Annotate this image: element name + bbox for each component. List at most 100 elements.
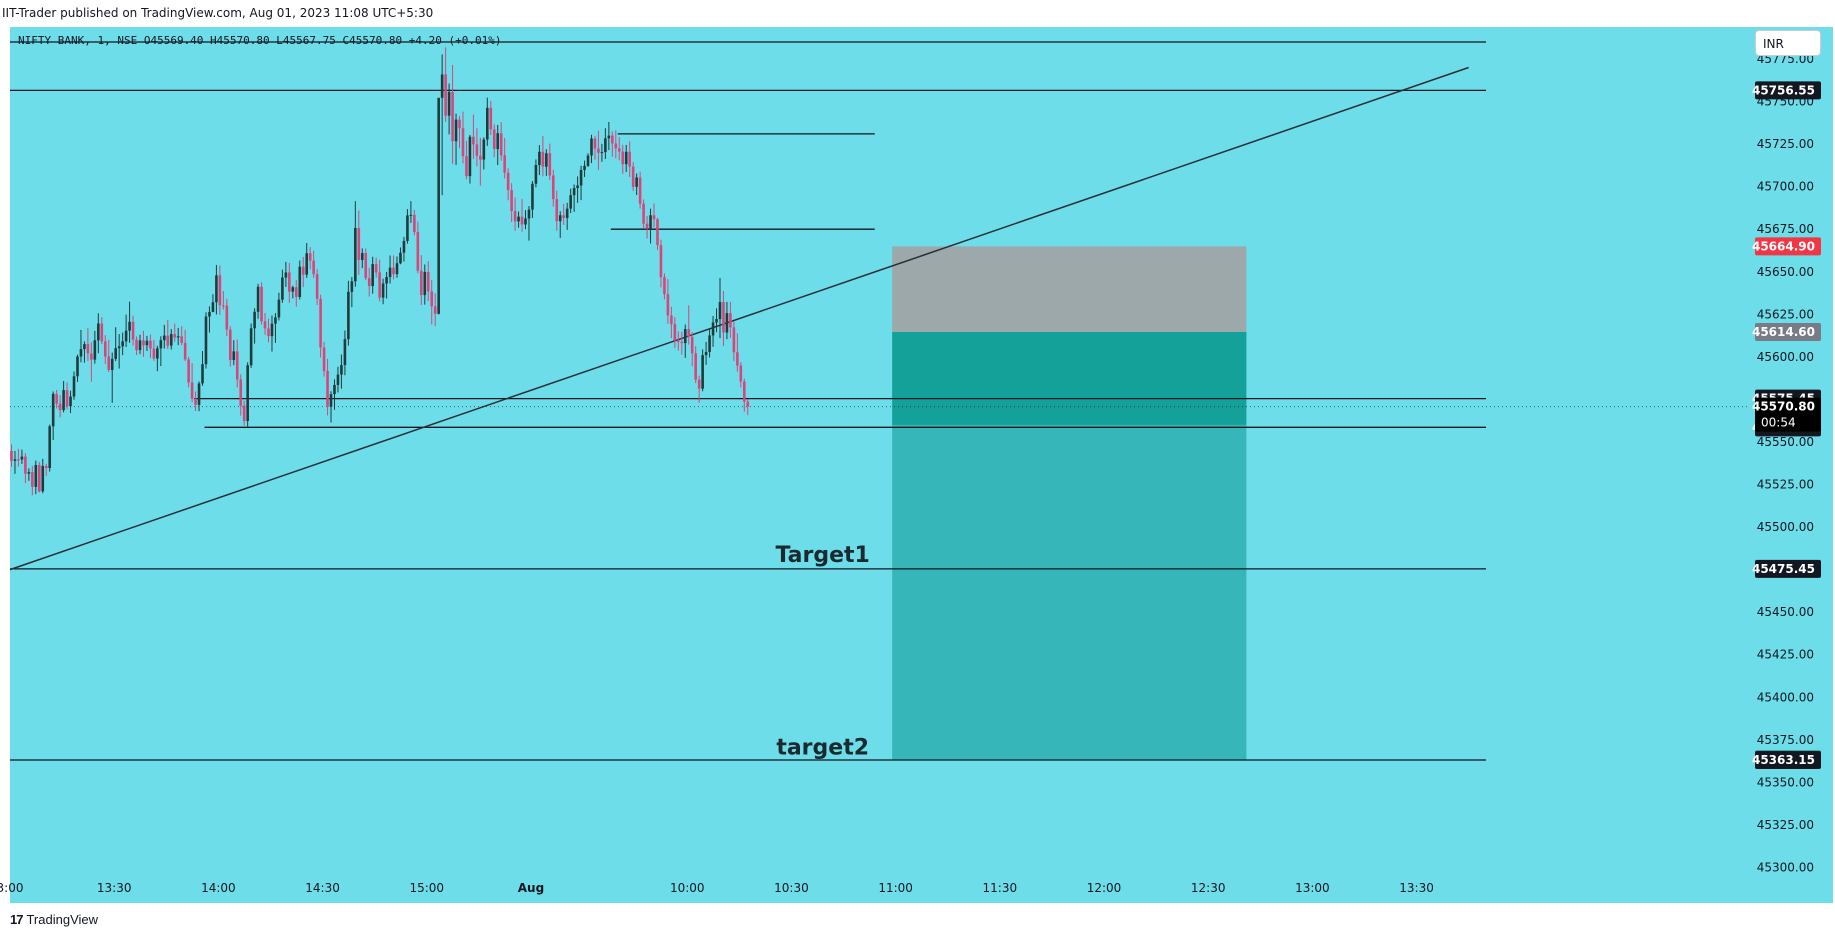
candle	[652, 203, 656, 228]
candle-body	[159, 340, 163, 349]
candle-body	[239, 379, 243, 406]
candle-body	[385, 277, 388, 284]
candle	[51, 391, 55, 441]
y-tick-label: 45675.00	[1757, 222, 1814, 236]
candle	[548, 143, 552, 181]
candle-body	[597, 148, 600, 153]
candle-body	[416, 232, 420, 271]
candle	[242, 400, 246, 426]
candle-body	[13, 459, 17, 461]
candle	[666, 279, 670, 324]
candle	[131, 315, 135, 346]
candle-body	[433, 306, 437, 314]
candle-body	[624, 151, 628, 165]
candle-body	[260, 286, 263, 322]
x-tick-label: 3:00	[0, 881, 23, 895]
candle	[708, 328, 711, 358]
candle-body	[670, 315, 673, 325]
candle-body	[305, 253, 309, 275]
candle-body	[176, 336, 180, 338]
candle	[729, 301, 732, 338]
candle-body	[114, 348, 117, 359]
candle	[433, 293, 437, 327]
candle	[440, 54, 444, 196]
candle-body	[739, 365, 743, 382]
x-tick-label: 10:30	[774, 881, 809, 895]
candle-body	[392, 267, 395, 275]
candle-body	[708, 335, 711, 352]
candle	[124, 314, 128, 347]
candle-body	[607, 135, 611, 139]
candle-body	[406, 215, 409, 241]
candle	[593, 136, 597, 160]
candle	[558, 211, 562, 238]
candle-body	[517, 216, 520, 222]
candle	[117, 334, 121, 369]
chart-svg[interactable]: Target1target245775.0045750.0045725.0045…	[0, 0, 1835, 903]
candle	[277, 292, 281, 321]
candle	[294, 280, 298, 307]
candle-body	[631, 166, 635, 187]
candle-body	[364, 253, 368, 279]
candle-body	[10, 450, 13, 461]
candle	[472, 114, 475, 159]
candle	[291, 285, 295, 299]
x-tick-label: 14:30	[305, 881, 340, 895]
candle-body	[666, 294, 670, 316]
candle	[267, 318, 270, 343]
currency-button[interactable]: INR	[1755, 30, 1821, 56]
candle	[492, 124, 496, 158]
candle	[17, 448, 20, 467]
candle-body	[558, 215, 562, 222]
stop-loss-zone	[892, 246, 1247, 333]
candle	[44, 463, 48, 477]
candle	[232, 340, 236, 366]
candle-body	[48, 426, 52, 469]
candle-body	[225, 305, 229, 330]
candle-body	[722, 302, 725, 333]
y-tick-label: 45700.00	[1757, 180, 1814, 194]
candle	[166, 319, 170, 350]
candle	[628, 141, 631, 177]
candle	[308, 247, 312, 270]
candle-body	[718, 302, 722, 320]
candle	[371, 256, 374, 294]
candle	[374, 257, 378, 278]
candle-body	[621, 151, 625, 165]
candle	[83, 341, 86, 363]
candle-body	[326, 370, 329, 407]
candle	[489, 101, 493, 136]
candle-body	[187, 359, 190, 383]
candle	[110, 352, 114, 403]
price-label-text: 45363.15	[1752, 753, 1815, 767]
candle-body	[701, 355, 704, 389]
candle-body	[83, 344, 86, 350]
tradingview-logo-text: TradingView	[26, 912, 99, 927]
candle	[340, 354, 343, 389]
candle-body	[694, 353, 697, 380]
candle	[642, 199, 645, 229]
candle	[607, 121, 611, 151]
candle	[284, 261, 288, 287]
candle	[281, 269, 284, 303]
candle-body	[461, 128, 465, 157]
candle	[426, 261, 430, 302]
candle	[739, 361, 743, 388]
candle	[569, 188, 572, 214]
candle	[27, 468, 31, 481]
candle-body	[388, 267, 392, 278]
tradingview-logo[interactable]: 17 TradingView	[10, 912, 98, 927]
candle	[506, 168, 510, 201]
candle	[631, 161, 635, 191]
candle	[673, 317, 677, 349]
candle-body	[298, 266, 302, 297]
symbol-legend: NIFTY BANK, 1, NSE O45569.40 H45570.80 L…	[18, 34, 502, 47]
candle-body	[270, 323, 274, 337]
current-price-bg	[1755, 397, 1821, 432]
candle	[395, 256, 399, 278]
candle-body	[562, 215, 566, 218]
candle-body	[17, 459, 20, 461]
candle	[347, 280, 350, 346]
y-tick-label: 45625.00	[1757, 307, 1814, 321]
candle	[562, 203, 566, 225]
